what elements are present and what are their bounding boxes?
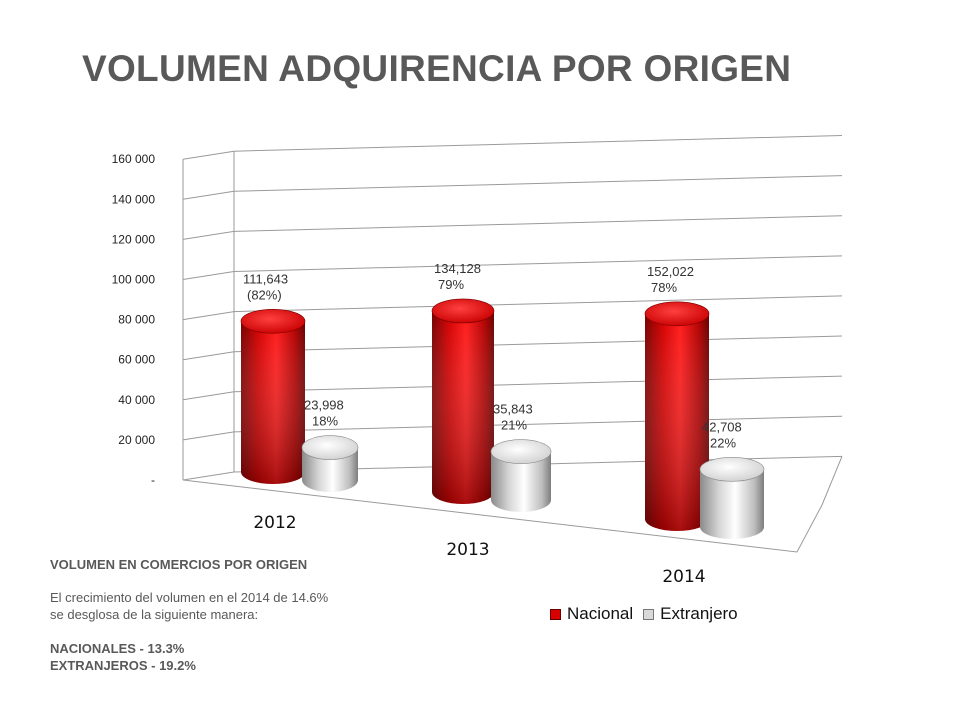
page-title: VOLUMEN ADQUIRENCIA POR ORIGEN xyxy=(82,48,792,89)
notes-heading: VOLUMEN EN COMERCIOS POR ORIGEN xyxy=(50,557,308,572)
notes-extranjeros: EXTRANJEROS - 19.2% xyxy=(50,658,196,673)
gridline xyxy=(233,175,843,192)
legend-swatch-nacional xyxy=(550,608,561,620)
bar-extranjero-2013 xyxy=(491,451,551,512)
gridline-side xyxy=(182,311,235,321)
y-tick-label: 140 000 xyxy=(112,192,156,206)
legend-item-nacional: Nacional xyxy=(550,604,633,624)
volume-chart: - 20 000 40 000 60 000 80 000 100 000 120 000 1… xyxy=(112,135,843,587)
bar-extranjero-2012 xyxy=(302,447,358,492)
legend-label-extranjero: Extranjero xyxy=(660,604,738,623)
pct-label-nacional-2013: 79% xyxy=(438,277,464,292)
x-label-2013: 2013 xyxy=(446,540,489,560)
y-tick-label: 120 000 xyxy=(112,232,156,246)
bar-shade-nacional-2013 xyxy=(432,310,494,504)
y-tick-label: 20 000 xyxy=(118,433,155,447)
legend-label-nacional: Nacional xyxy=(567,604,634,623)
bar-cap-extranjero-2013 xyxy=(490,439,552,464)
notes-nacionales: NACIONALES - 13.3% xyxy=(50,641,185,656)
chart-legend: Nacional Extranjero xyxy=(550,604,748,624)
y-tick-label: 60 000 xyxy=(118,353,155,367)
bar-cap-nacional-2012 xyxy=(240,308,306,334)
gridline xyxy=(233,415,843,433)
data-label-extranjero-2012: 23,998 xyxy=(304,398,344,413)
gridline xyxy=(233,255,843,272)
gridline-side xyxy=(182,431,235,441)
data-label-extranjero-2014: 42,708 xyxy=(702,419,742,434)
legend-swatch-extranjero xyxy=(643,608,655,620)
pct-label-extranjero-2014: 22% xyxy=(710,435,736,450)
bar-extranjero-2014 xyxy=(700,469,764,539)
data-label-nacional-2013: 134,128 xyxy=(434,261,481,276)
data-label-nacional-2012: 111,643 xyxy=(243,271,288,286)
floor-outline xyxy=(182,456,843,553)
gridline-side xyxy=(182,150,235,160)
bar-shade-nacional-2014 xyxy=(645,313,709,531)
gridline-side xyxy=(182,190,235,200)
gridline-side xyxy=(182,230,235,240)
notes-panel: VOLUMEN EN COMERCIOS POR ORIGEN El creci… xyxy=(50,556,420,674)
x-label-2014: 2014 xyxy=(662,567,705,587)
gridline-side xyxy=(182,391,235,401)
pct-label-nacional-2014: 78% xyxy=(651,280,677,295)
gridline-side xyxy=(182,471,235,481)
y-tick-label: 100 000 xyxy=(112,273,156,287)
y-tick-label: - xyxy=(151,473,155,487)
bar-cap-extranjero-2014 xyxy=(699,457,765,482)
x-label-2012: 2012 xyxy=(253,513,296,533)
y-tick-label: 40 000 xyxy=(118,393,155,407)
gridline xyxy=(233,295,843,313)
gridline xyxy=(233,215,843,232)
gridline-side xyxy=(182,271,235,280)
pct-label-extranjero-2013: 21% xyxy=(501,418,527,433)
gridline xyxy=(233,375,843,393)
bar-shade-nacional-2012 xyxy=(241,321,305,484)
pct-label-nacional-2012: (82%) xyxy=(247,287,282,302)
notes-line-2: se desglosa de la siguiente manera: xyxy=(50,607,259,622)
y-tick-label: 160 000 xyxy=(112,152,156,166)
gridline-side xyxy=(182,351,235,361)
gridline xyxy=(233,335,843,353)
bar-cap-nacional-2013 xyxy=(431,298,495,324)
y-tick-label: 80 000 xyxy=(118,313,155,327)
bar-cap-nacional-2014 xyxy=(644,301,710,327)
legend-item-extranjero: Extranjero xyxy=(643,604,738,624)
bar-cap-extranjero-2012 xyxy=(301,435,359,460)
notes-line-1: El crecimiento del volumen en el 2014 de… xyxy=(50,590,329,605)
data-label-extranjero-2013: 35,843 xyxy=(493,402,533,417)
pct-label-extranjero-2012: 18% xyxy=(312,414,338,429)
gridline xyxy=(233,135,843,152)
data-label-nacional-2014: 152,022 xyxy=(647,264,694,279)
